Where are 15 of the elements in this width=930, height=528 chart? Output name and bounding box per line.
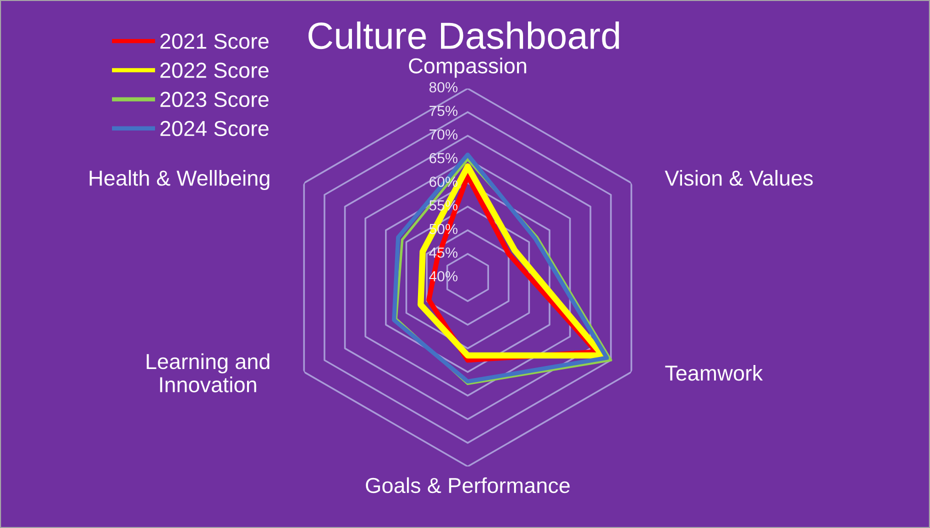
spoke-label: Health & Wellbeing bbox=[90, 170, 270, 190]
y-tick-label: 65% bbox=[430, 152, 458, 164]
y-tick-label: 80% bbox=[429, 82, 458, 92]
legend-label: 2024 Score bbox=[160, 120, 269, 136]
y-tick-label: 70% bbox=[430, 129, 458, 140]
spoke-label: Vision & Values bbox=[664, 170, 813, 186]
legend-label: 2023 Score bbox=[160, 92, 269, 108]
spoke-label: Compassion bbox=[408, 58, 526, 78]
legend-label: 2021 Score bbox=[160, 34, 269, 49]
y-tick-label: 75% bbox=[430, 106, 458, 116]
spoke-label: Teamwork bbox=[665, 364, 763, 381]
legend-label: 2022 Score bbox=[160, 62, 269, 78]
chart-title: Culture Dashboard bbox=[308, 22, 619, 50]
spoke-label: Learning and Innovation bbox=[146, 353, 270, 392]
spoke-label: Goals & Performance bbox=[366, 477, 570, 494]
